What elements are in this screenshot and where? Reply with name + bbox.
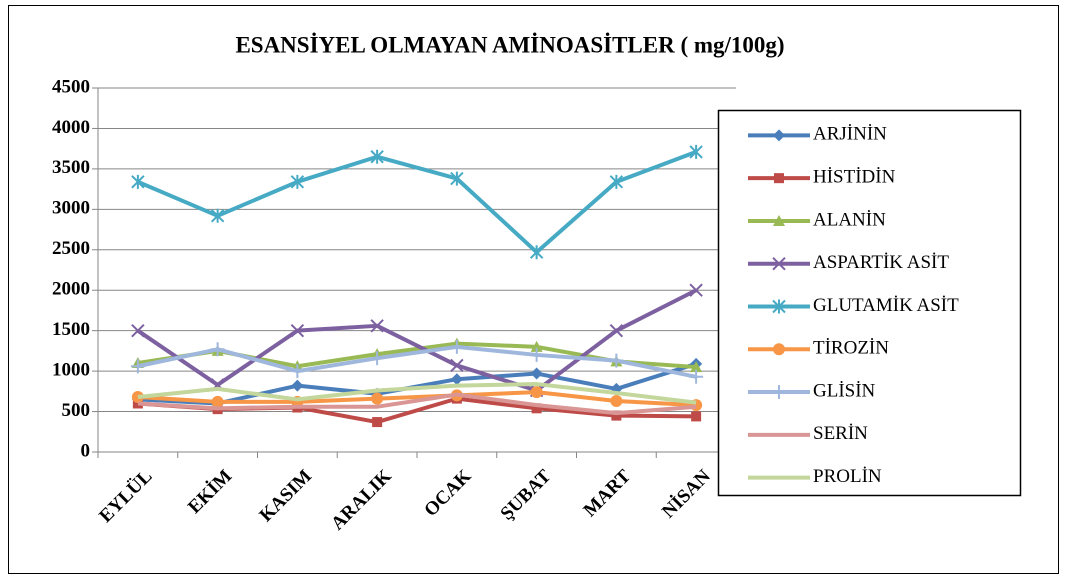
y-tick-label: 0: [81, 440, 91, 461]
marker: [689, 144, 703, 159]
marker: [611, 410, 622, 421]
marker: [131, 323, 145, 338]
legend-entry: HİSTİDİN: [748, 167, 896, 188]
series-line: [137, 150, 697, 255]
legend-entry: ASPARTİK ASİT: [748, 252, 949, 273]
marker: [773, 343, 785, 356]
marker: [290, 174, 305, 189]
marker: [530, 367, 543, 380]
marker: [372, 417, 383, 428]
marker: [610, 395, 623, 408]
marker: [210, 208, 225, 223]
marker: [774, 173, 784, 184]
marker: [772, 257, 786, 271]
y-tick-label: 1000: [52, 359, 90, 380]
series: [131, 144, 703, 260]
marker: [371, 392, 384, 405]
y-tick-label: 3500: [52, 157, 90, 178]
marker: [449, 339, 464, 354]
series-line: [137, 390, 697, 408]
legend-label: ASPARTİK ASİT: [813, 252, 949, 273]
series-line: [136, 288, 698, 393]
legend-entry: GLUTAMİK ASİT: [748, 295, 959, 316]
marker: [530, 340, 543, 352]
legend-label: HİSTİDİN: [813, 167, 896, 188]
legend-entry: GLİSİN: [748, 380, 876, 401]
series: [131, 283, 703, 398]
legend-label: GLUTAMİK ASİT: [813, 295, 959, 316]
legend-entry: SERİN: [748, 423, 868, 444]
marker: [529, 245, 544, 260]
marker: [531, 403, 542, 414]
marker: [609, 174, 624, 189]
marker: [211, 395, 224, 408]
legend-label: GLİSİN: [813, 380, 876, 401]
legend-box: [717, 109, 1022, 497]
chart-title: ESANSİYEL OLMAYAN AMİNOASİTLER ( mg/100g…: [235, 32, 784, 57]
legend-entry: ARJİNİN: [748, 124, 887, 145]
series-line: [137, 344, 697, 379]
marker: [370, 149, 384, 164]
y-tick-label: 2500: [52, 238, 90, 259]
marker: [691, 411, 702, 422]
marker: [689, 369, 704, 384]
legend-entry: TİROZİN: [748, 338, 889, 359]
marker: [290, 323, 305, 338]
legend-label: SERİN: [813, 423, 868, 444]
y-tick-label: 500: [62, 400, 91, 421]
y-tick-label: 2000: [52, 279, 90, 300]
marker: [529, 347, 544, 362]
series: [130, 339, 704, 384]
marker: [450, 373, 463, 386]
marker: [609, 353, 624, 368]
marker: [291, 379, 304, 392]
series-line: [137, 392, 697, 416]
marker: [290, 364, 305, 379]
series: [137, 382, 697, 405]
marker: [370, 351, 385, 366]
legend-label: ALANİN: [813, 209, 886, 230]
marker: [773, 129, 785, 142]
legend-entry: PROLİN: [748, 466, 882, 487]
marker: [450, 358, 464, 373]
legend-label: PROLİN: [813, 466, 882, 487]
marker: [450, 171, 464, 186]
y-tick-label: 4000: [52, 117, 90, 138]
marker: [210, 342, 225, 357]
legend-label: ARJİNİN: [813, 124, 887, 145]
marker: [772, 385, 786, 400]
series: [137, 392, 697, 416]
y-tick-label: 4500: [52, 76, 90, 97]
series-line: [137, 382, 697, 405]
marker: [772, 299, 786, 314]
y-tick-label: 3000: [52, 198, 90, 219]
marker: [773, 214, 785, 226]
marker: [530, 386, 543, 399]
legend-label: TİROZİN: [813, 338, 889, 359]
marker: [690, 361, 703, 373]
marker: [131, 174, 145, 189]
marker: [689, 283, 703, 297]
marker: [609, 323, 624, 338]
y-tick-label: 1500: [52, 319, 90, 340]
marker: [370, 319, 384, 333]
marker: [130, 359, 145, 374]
legend-entry: ALANİN: [748, 209, 886, 230]
